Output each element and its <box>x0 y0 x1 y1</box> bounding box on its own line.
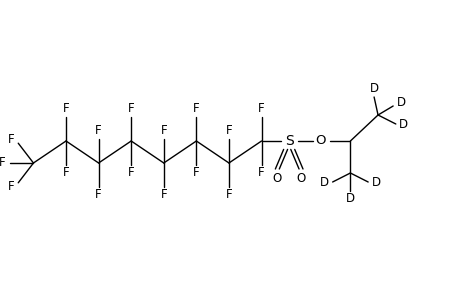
Text: D: D <box>398 118 408 130</box>
Text: F: F <box>8 133 15 146</box>
Text: D: D <box>396 97 405 110</box>
Text: F: F <box>225 188 232 202</box>
Text: F: F <box>160 188 167 202</box>
Text: F: F <box>160 124 167 137</box>
Text: F: F <box>128 103 134 116</box>
Text: D: D <box>319 176 329 188</box>
Text: S: S <box>284 134 293 148</box>
Text: D: D <box>369 82 378 95</box>
Text: D: D <box>371 176 380 188</box>
Text: F: F <box>128 167 134 179</box>
Text: F: F <box>257 103 264 116</box>
Text: F: F <box>8 180 15 193</box>
Text: O: O <box>296 172 305 184</box>
Text: O: O <box>272 172 281 184</box>
Text: F: F <box>0 157 6 169</box>
Text: F: F <box>95 124 102 137</box>
Text: F: F <box>193 167 199 179</box>
Text: F: F <box>95 188 102 202</box>
Text: F: F <box>225 124 232 137</box>
Text: D: D <box>345 193 354 206</box>
Text: O: O <box>315 134 325 148</box>
Text: F: F <box>62 103 69 116</box>
Text: F: F <box>193 103 199 116</box>
Text: F: F <box>257 167 264 179</box>
Text: F: F <box>62 167 69 179</box>
